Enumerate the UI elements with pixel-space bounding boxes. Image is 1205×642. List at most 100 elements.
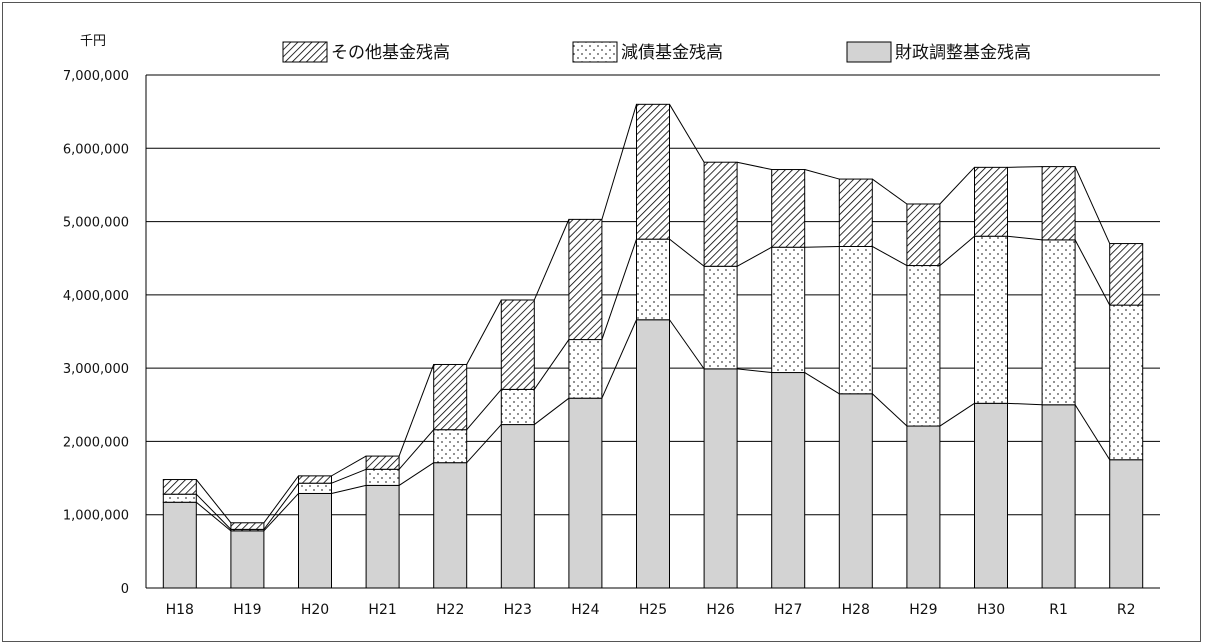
bar-segment — [906, 265, 941, 427]
x-tick-label: H26 — [706, 602, 734, 618]
bar-segment — [298, 475, 332, 484]
connector-line — [195, 493, 232, 530]
x-tick-label: H18 — [166, 602, 194, 618]
x-tick-label: H19 — [233, 602, 261, 618]
connector-line — [1007, 402, 1043, 406]
bar-segment — [1041, 404, 1076, 589]
bar-segment — [568, 339, 603, 399]
bar-segment — [568, 218, 603, 341]
connector-line — [263, 493, 299, 532]
connector-line — [939, 166, 975, 205]
connector-line — [804, 169, 840, 180]
bar-segment — [838, 178, 873, 247]
bar-segment — [1109, 304, 1144, 461]
bar-segment — [365, 468, 400, 486]
y-axis: 0 1,000,000 2,000,000 3,000,000 4,000,000 5,0… — [63, 69, 129, 597]
legend-label: 減債基金残高 — [621, 43, 723, 63]
bar-segment — [974, 235, 1008, 404]
x-tick-label: R2 — [1117, 602, 1136, 618]
bar-segment — [636, 319, 670, 589]
y-tick-label: 4,000,000 — [63, 289, 129, 304]
connector-line — [331, 484, 367, 494]
legend-swatch — [846, 41, 892, 63]
connector-line — [398, 364, 435, 457]
connector-line — [736, 161, 772, 171]
connector-line — [1074, 404, 1111, 461]
bars — [162, 103, 1144, 589]
connector-line — [533, 219, 570, 301]
connector-line — [736, 246, 772, 267]
connector-lines — [195, 104, 1111, 532]
connector-line — [872, 178, 908, 205]
x-tick-label: H23 — [504, 602, 532, 618]
bar-segment — [162, 493, 197, 503]
connector-line — [398, 462, 434, 486]
bar-segment — [1109, 243, 1144, 306]
bar-segment — [162, 501, 197, 589]
x-tick-label: H24 — [571, 602, 599, 618]
bar-segment — [703, 161, 738, 267]
bar-segment — [365, 484, 400, 589]
connector-line — [466, 424, 502, 464]
bar-segment — [771, 246, 806, 374]
connector-line — [331, 468, 367, 484]
connector-line — [466, 389, 502, 431]
y-tick-label: 2,000,000 — [63, 435, 129, 450]
connector-line — [331, 455, 367, 477]
connector-line — [533, 397, 570, 425]
bar-segment — [703, 368, 738, 589]
connector-line — [1074, 239, 1111, 306]
y-tick-label: 5,000,000 — [63, 216, 129, 231]
bar-segment — [906, 203, 941, 267]
connector-line — [601, 104, 637, 220]
bar-segment — [500, 299, 535, 390]
bar-segment — [230, 530, 265, 589]
connector-line — [601, 319, 637, 399]
bar-segment — [500, 424, 535, 589]
y-unit-label: 千円 — [80, 34, 106, 49]
x-tick-label: H20 — [301, 602, 329, 618]
x-tick-label: H30 — [977, 602, 1005, 618]
connector-line — [1074, 166, 1111, 244]
bar-segment — [1041, 239, 1076, 406]
connector-line — [939, 235, 975, 266]
bar-segment — [636, 103, 670, 240]
connector-line — [1007, 166, 1043, 168]
legend-swatch — [572, 41, 618, 63]
bar-segment — [433, 429, 468, 464]
y-tick-label: 3,000,000 — [63, 362, 129, 377]
y-tick-label: 7,000,000 — [63, 69, 129, 84]
connector-line — [195, 501, 232, 532]
bar-segment — [365, 455, 400, 470]
bar-segment — [162, 479, 197, 495]
bar-segment — [771, 372, 806, 589]
bar-segment — [298, 492, 332, 589]
bar-segment — [974, 166, 1008, 237]
legend: その他基金残高 減債基金残高 財政調整基金残高 — [282, 41, 1031, 63]
bar-segment — [636, 238, 670, 321]
bar-segment — [433, 363, 468, 431]
x-tick-label: H27 — [774, 602, 802, 618]
connector-line — [263, 482, 299, 530]
connector-line — [1007, 235, 1043, 241]
connector-line — [669, 319, 705, 370]
legend-label: その他基金残高 — [331, 43, 450, 63]
x-tick-label: H21 — [368, 602, 396, 618]
bar-segment — [771, 169, 806, 248]
bar-segment — [298, 482, 332, 494]
x-tick-label: R1 — [1049, 602, 1068, 618]
x-tick-label: H29 — [909, 602, 937, 618]
connector-line — [804, 245, 840, 248]
bar-segment — [974, 402, 1008, 589]
bar-segment — [838, 393, 873, 589]
connector-line — [669, 238, 705, 267]
connector-line — [669, 104, 705, 163]
x-tick-label: H28 — [842, 602, 870, 618]
y-tick-label: 6,000,000 — [63, 142, 129, 157]
connector-line — [263, 475, 299, 524]
connector-line — [601, 238, 637, 340]
stacked-bar-chart: 千円 その他基金残高 減債基金残高 財政調整基金残高 0 1,000,000 2,000… — [63, 34, 1160, 618]
bar-segment — [838, 245, 873, 395]
connector-line — [872, 246, 908, 266]
connector-line — [737, 368, 772, 374]
